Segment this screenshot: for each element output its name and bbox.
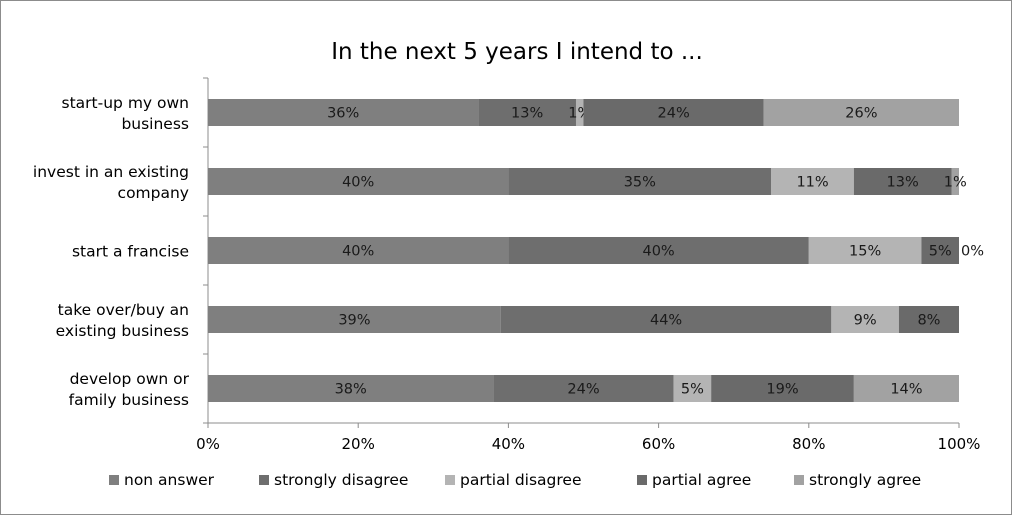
legend-item: strongly disagree bbox=[259, 471, 408, 489]
data-label: 39% bbox=[338, 313, 370, 329]
legend-swatch bbox=[794, 475, 804, 485]
bar-segment bbox=[583, 99, 764, 126]
data-label: 14% bbox=[890, 382, 922, 398]
legend-label: strongly agree bbox=[809, 471, 921, 489]
legend-swatch bbox=[259, 475, 269, 485]
data-label: 35% bbox=[624, 175, 656, 191]
x-tick-label: 80% bbox=[792, 435, 825, 453]
legend-swatch bbox=[445, 475, 455, 485]
data-label: 15% bbox=[849, 244, 881, 260]
x-tick-label: 40% bbox=[492, 435, 525, 453]
data-label: 40% bbox=[342, 175, 374, 191]
category-label: start-up my own business bbox=[62, 94, 189, 133]
data-label: 44% bbox=[650, 313, 682, 329]
legend-item: partial disagree bbox=[445, 471, 582, 489]
x-tick-label: 100% bbox=[938, 435, 981, 453]
x-tick-label: 0% bbox=[196, 435, 220, 453]
legend-swatch bbox=[109, 475, 119, 485]
category-label: develop own or family business bbox=[69, 370, 190, 409]
category-label: start a francise bbox=[72, 243, 189, 261]
data-label: 1% bbox=[944, 175, 967, 191]
bar-segment bbox=[208, 237, 509, 264]
bar-segment bbox=[771, 168, 854, 195]
category-label: take over/buy an existing business bbox=[56, 301, 189, 340]
data-label: 19% bbox=[766, 382, 798, 398]
data-label: 5% bbox=[929, 244, 952, 260]
legend-label: non answer bbox=[124, 471, 215, 489]
data-label: 0% bbox=[961, 244, 984, 260]
legend-swatch bbox=[637, 475, 647, 485]
data-label: 24% bbox=[658, 106, 690, 122]
bar-segment bbox=[208, 99, 479, 126]
bar-segment bbox=[853, 168, 952, 195]
data-label: 13% bbox=[887, 175, 919, 191]
data-label: 24% bbox=[567, 382, 599, 398]
legend-item: partial agree bbox=[637, 471, 751, 489]
legend-item: strongly agree bbox=[794, 471, 921, 489]
bar-segment bbox=[493, 375, 674, 402]
bar-segment bbox=[898, 306, 959, 333]
bar-segment bbox=[500, 306, 832, 333]
bar-segment bbox=[763, 99, 959, 126]
bar-segment bbox=[711, 375, 854, 402]
bar-segment bbox=[208, 168, 509, 195]
x-tick-label: 60% bbox=[642, 435, 675, 453]
bar-segment bbox=[508, 237, 809, 264]
data-label: 5% bbox=[681, 382, 704, 398]
bar-segment bbox=[921, 237, 959, 264]
bar-segment bbox=[478, 99, 576, 126]
bar-segment bbox=[808, 237, 922, 264]
bar-segment bbox=[508, 168, 772, 195]
legend-item: non answer bbox=[109, 471, 215, 489]
bar-segment bbox=[951, 168, 959, 195]
bar-segment bbox=[208, 306, 501, 333]
legend-label: strongly disagree bbox=[274, 471, 408, 489]
legend: non answer strongly disagree partial disag… bbox=[109, 471, 921, 489]
data-label: 36% bbox=[327, 106, 359, 122]
legend-label: partial disagree bbox=[460, 471, 582, 489]
data-label: 13% bbox=[511, 106, 543, 122]
chart-title: In the next 5 years I intend to ... bbox=[331, 39, 703, 65]
bar-segment bbox=[831, 306, 899, 333]
category-label: invest in an existing company bbox=[33, 163, 189, 202]
data-label: 8% bbox=[917, 313, 940, 329]
x-tick-label: 20% bbox=[342, 435, 375, 453]
data-label: 26% bbox=[845, 106, 877, 122]
data-label: 38% bbox=[335, 382, 367, 398]
plot-area: 0% 20% 40% 60% 80% 100% start-up my own busines… bbox=[33, 77, 984, 453]
data-label: 11% bbox=[796, 175, 828, 191]
bar-segment bbox=[673, 375, 712, 402]
data-label: 9% bbox=[854, 313, 877, 329]
data-label: 40% bbox=[642, 244, 674, 260]
data-label: 40% bbox=[342, 244, 374, 260]
bar-segment bbox=[575, 99, 584, 126]
legend-label: partial agree bbox=[652, 471, 751, 489]
bar-segment bbox=[853, 375, 959, 402]
bar-segment bbox=[208, 375, 494, 402]
